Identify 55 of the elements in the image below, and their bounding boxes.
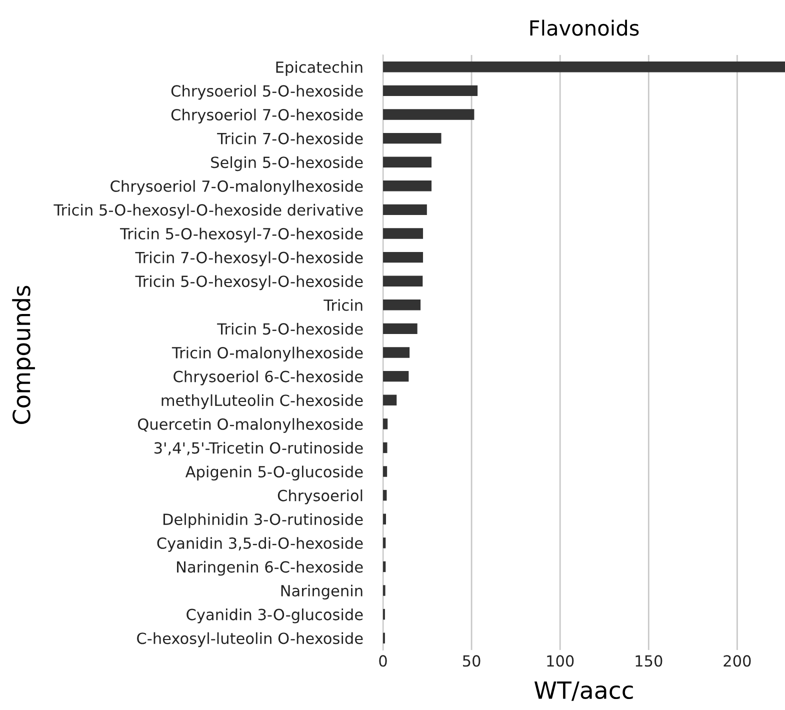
x-tick-label: 50	[463, 655, 480, 667]
chart-title: Flavonoids	[530, 20, 639, 36]
bar	[383, 252, 424, 263]
bar	[383, 180, 432, 192]
y-tick-label: Tricin 5-O-hexosyl-O-hexoside derivative	[54, 204, 363, 219]
y-tick-label: Cyanidin 3,5-di-O-hexoside	[157, 537, 363, 552]
x-tick-label: 0	[379, 655, 387, 667]
y-tick-label: Chrysoeriol 5-O-hexoside	[171, 84, 363, 100]
y-tick-label: Delphinidin 3-O-rutinoside	[163, 513, 363, 528]
bar	[383, 514, 386, 524]
bar	[383, 418, 388, 430]
y-tick-label: Tricin 5-O-hexoside	[217, 322, 363, 335]
bar	[383, 228, 424, 239]
y-tick-label: Chrysoeriol	[278, 489, 362, 504]
y-tick-label: Chrysoeriol 7-O-hexoside	[171, 108, 363, 124]
x-tick-label: 150	[636, 655, 662, 667]
bar	[383, 442, 388, 454]
y-tick-label: Tricin 7-O-hexoside	[217, 132, 363, 144]
y-tick-label: Epicatechin	[276, 61, 362, 76]
y-tick-label: 3',4',5'-Tricetin O-rutinoside	[154, 442, 363, 456]
bar	[383, 85, 478, 96]
bar	[383, 323, 418, 334]
y-tick-label: Tricin 5-O-hexosyl-7-O-hexoside	[120, 228, 363, 242]
y-tick-label: Cyanidin 3-O-glucoside	[186, 608, 363, 624]
bar	[383, 204, 427, 216]
bar	[383, 132, 442, 144]
bar	[383, 466, 388, 477]
bar	[383, 300, 421, 310]
y-tick-label: Naringenin 6-C-hexoside	[177, 560, 363, 576]
y-tick-label: Naringenin	[281, 584, 362, 600]
y-tick-label: Apigenin 5-O-glucoside	[185, 466, 363, 480]
y-axis-title: Compounds	[12, 286, 35, 424]
y-tick-label: Chrysoeriol 7-O-malonylhexoside	[110, 180, 363, 195]
y-tick-label: methylLuteolin C-hexoside	[162, 394, 363, 410]
x-tick-label: 100	[547, 655, 574, 667]
y-tick-label: Tricin 7-O-hexosyl-O-hexoside	[135, 251, 363, 266]
y-tick-label: Quercetin O-malonylhexoside	[138, 418, 363, 433]
bar	[383, 276, 423, 286]
x-tick-label: 200	[724, 655, 751, 667]
bar	[383, 109, 474, 120]
x-axis-title: WT/aacc	[534, 681, 633, 701]
y-tick-label: Selgin 5-O-hexoside	[211, 156, 363, 172]
y-tick-label: Chrysoeriol 6-C-hexoside	[174, 370, 363, 386]
y-tick-label: Tricin	[324, 299, 362, 311]
bar	[383, 394, 397, 406]
bar	[383, 538, 386, 548]
bar	[383, 370, 409, 382]
y-tick-label: Tricin O-malonylhexoside	[172, 346, 363, 362]
bar	[383, 490, 387, 501]
y-tick-label: C-hexosyl-luteolin O-hexoside	[137, 632, 363, 648]
bar	[383, 347, 410, 358]
bar	[383, 561, 386, 572]
y-tick-label: Tricin 5-O-hexosyl-O-hexoside	[135, 275, 363, 290]
bar	[383, 156, 432, 168]
bar	[383, 62, 785, 72]
